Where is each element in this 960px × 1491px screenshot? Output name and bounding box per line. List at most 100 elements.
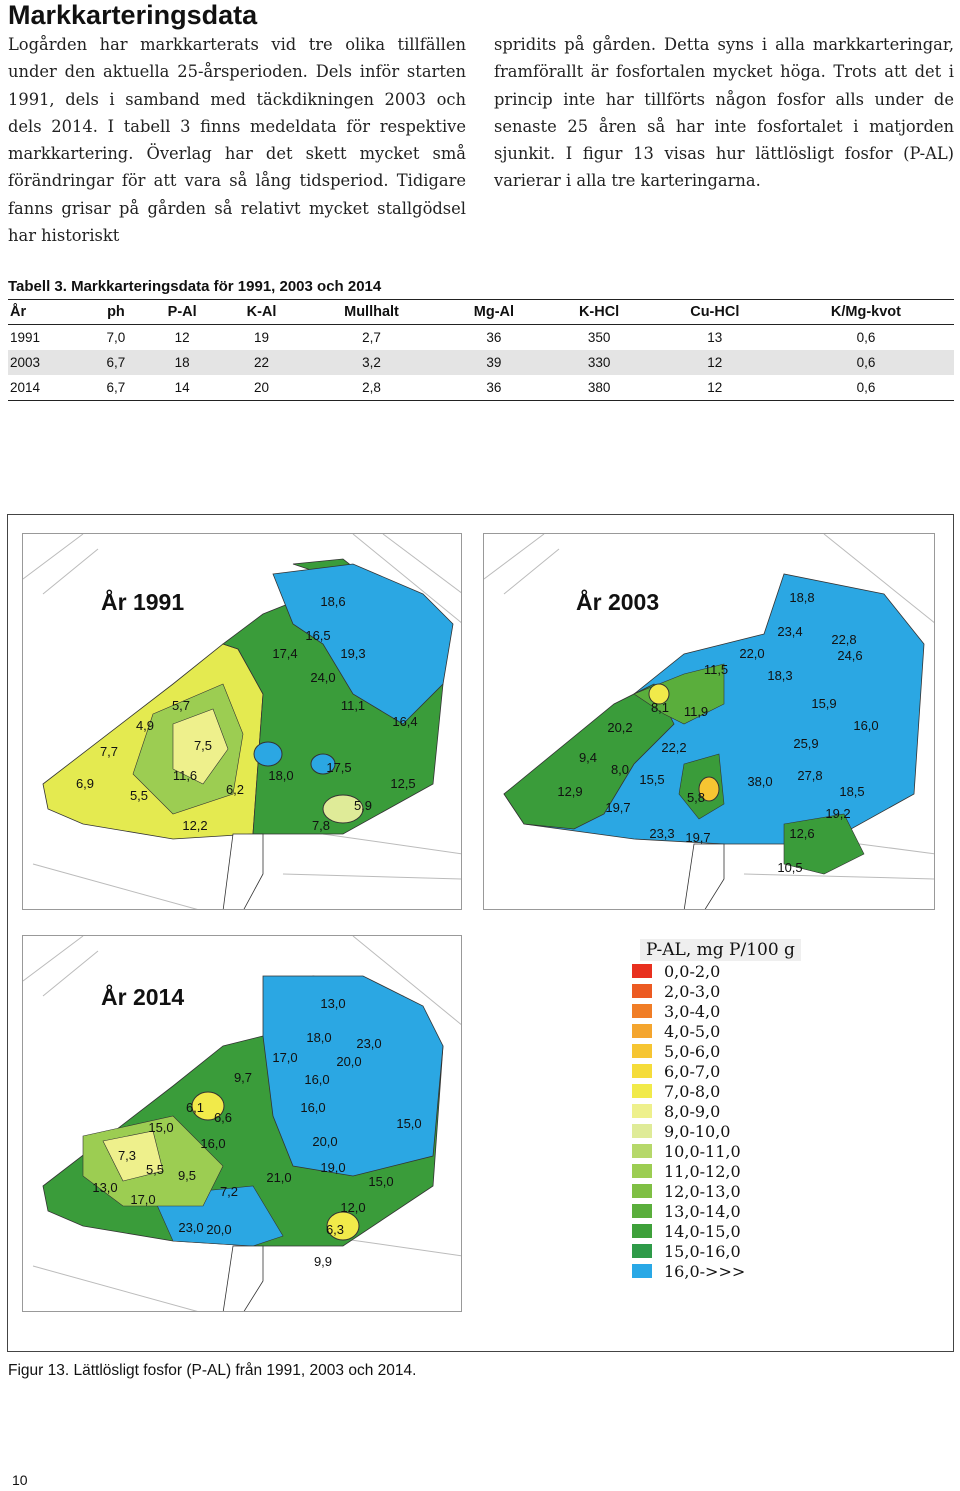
map-value-label: 20,0 [312, 1134, 337, 1149]
legend-label: 5,0-6,0 [664, 1041, 721, 1061]
legend-item: 15,0-16,0 [626, 1241, 838, 1261]
map-value-label: 5,5 [146, 1162, 164, 1177]
paragraph-right: spridits på gården. Detta syns i alla ma… [494, 35, 954, 191]
map-value-label: 13,0 [320, 996, 345, 1011]
table-cell: 2,8 [301, 375, 442, 401]
map-value-label: 23,0 [178, 1220, 203, 1235]
legend-title: P-AL, mg P/100 g [640, 939, 801, 961]
legend-item: 11,0-12,0 [626, 1161, 838, 1181]
map-title-2014: År 2014 [101, 984, 185, 1010]
table-cell: 3,2 [301, 350, 442, 375]
map-2014-graphic: 13,0 18,0 23,0 17,0 20,0 9,7 16,0 6,1 6,6 16,0 15,… [23, 936, 461, 1311]
map-value-label: 22,0 [739, 646, 764, 661]
legend-swatch [632, 984, 652, 998]
figure-caption: Figur 13. Lättlösligt fosfor (P-AL) från… [8, 1362, 417, 1379]
map-value-label: 22,8 [831, 632, 856, 647]
map-value-label: 25,9 [793, 736, 818, 751]
map-value-label: 18,0 [268, 768, 293, 783]
map-value-label: 6,6 [214, 1110, 232, 1125]
col-header-mg-al: Mg-Al [441, 299, 547, 325]
table-caption: Tabell 3. Markkarteringsdata för 1991, 2… [8, 278, 382, 295]
legend-swatch [632, 1044, 652, 1058]
map-value-label: 19,7 [605, 800, 630, 815]
table-cell: 330 [546, 350, 652, 375]
map-value-label: 12,6 [789, 826, 814, 841]
map-value-label: 17,4 [272, 646, 297, 661]
soil-data-table-block: Tabell 3. Markkarteringsdata för 1991, 2… [8, 277, 954, 401]
map-value-label: 11,9 [684, 704, 708, 719]
legend-label: 13,0-14,0 [664, 1201, 741, 1221]
col-header-p-al: P-Al [142, 299, 222, 325]
paragraph-left: Logården har markkarterats vid tre olika… [8, 35, 466, 246]
legend-label: 2,0-3,0 [664, 981, 721, 1001]
map-value-label: 19,0 [320, 1160, 345, 1175]
map-value-label: 5,7 [172, 698, 190, 713]
legend-label: 6,0-7,0 [664, 1061, 721, 1081]
map-value-label: 15,9 [811, 696, 836, 711]
map-value-label: 5,9 [354, 798, 372, 813]
map-value-label: 15,0 [396, 1116, 421, 1131]
col-header-year: År [8, 299, 89, 325]
legend-label: 9,0-10,0 [664, 1121, 731, 1141]
map-value-label: 15,5 [639, 772, 664, 787]
table-cell: 0,6 [777, 375, 954, 401]
legend-swatch [632, 1144, 652, 1158]
map-value-label: 19,7 [685, 830, 710, 845]
map-value-label: 13,0 [92, 1180, 117, 1195]
map-value-label: 11,1 [341, 698, 365, 713]
col-header-ph: ph [88, 299, 143, 325]
map-value-label: 18,3 [767, 668, 792, 683]
body-text-left: Logården har markkarterats vid tre olika… [8, 31, 466, 249]
map-value-label: 19,2 [825, 806, 850, 821]
map-value-label: 20,0 [206, 1222, 231, 1237]
table-cell: 6,7 [88, 375, 143, 401]
table-cell: 2,7 [362, 330, 381, 345]
table-cell: 2014 [8, 375, 89, 401]
legend-item: 3,0-4,0 [626, 1001, 838, 1021]
legend-item: 12,0-13,0 [626, 1181, 838, 1201]
map-value-label: 6,9 [76, 776, 94, 791]
legend-swatch [632, 1004, 652, 1018]
map-value-label: 23,3 [649, 826, 674, 841]
map-value-label: 4,9 [136, 718, 154, 733]
map-value-label: 8,1 [651, 700, 669, 715]
legend-item: 2,0-3,0 [626, 981, 838, 1001]
legend-label: 3,0-4,0 [664, 1001, 721, 1021]
table-cell: 2003 [8, 350, 89, 375]
map-value-label: 6,2 [226, 782, 244, 797]
legend-swatch [632, 1184, 652, 1198]
legend-item: 4,0-5,0 [626, 1021, 838, 1041]
legend-item: 14,0-15,0 [626, 1221, 838, 1241]
map-2003-graphic: 18,8 23,4 22,8 22,0 24,6 11,5 18,3 15,9 8,1 11,9 2… [484, 534, 934, 909]
legend-swatch [632, 1264, 652, 1278]
legend-item: 16,0->>> [626, 1261, 838, 1281]
table-row: 1991 7,0 12 19 2,7 36 350 13 0,6 [8, 325, 954, 351]
map-value-label: 16,5 [305, 628, 330, 643]
map-value-label: 20,2 [607, 720, 632, 735]
map-value-label: 6,1 [186, 1100, 204, 1115]
map-value-label: 23,0 [356, 1036, 381, 1051]
table-cell: 12 [651, 350, 778, 375]
legend-swatch [632, 1104, 652, 1118]
map-value-label: 24,6 [837, 648, 862, 663]
legend-swatch [632, 1164, 652, 1178]
map-title-1991: År 1991 [101, 589, 185, 615]
legend-swatch [632, 1124, 652, 1138]
col-header-k-mg-kvot: K/Mg-kvot [777, 299, 954, 325]
col-header-k-al: K-Al [221, 299, 302, 325]
table-header-row: År ph P-Al K-Al Mullhalt Mg-Al K-HCl Cu-… [8, 299, 954, 325]
col-header-mullhalt: Mullhalt [301, 299, 442, 325]
legend-item: 0,0-2,0 [626, 961, 838, 981]
map-value-label: 27,8 [797, 768, 822, 783]
table-cell: 7,0 [106, 330, 126, 345]
legend-item: 9,0-10,0 [626, 1121, 838, 1141]
table-cell: 39 [441, 350, 547, 375]
legend-label: 7,0-8,0 [664, 1081, 721, 1101]
map-value-label: 7,8 [312, 818, 330, 833]
map-1991-graphic: 18,6 16,5 17,4 19,3 24,0 5,7 4,9 11,1 16,4 7,7 7,5… [23, 534, 461, 909]
legend-swatch [632, 1064, 652, 1078]
legend-label: 10,0-11,0 [664, 1141, 741, 1161]
map-value-label: 12,9 [557, 784, 582, 799]
table-cell: 6,7 [88, 350, 143, 375]
legend-label: 12,0-13,0 [664, 1181, 741, 1201]
